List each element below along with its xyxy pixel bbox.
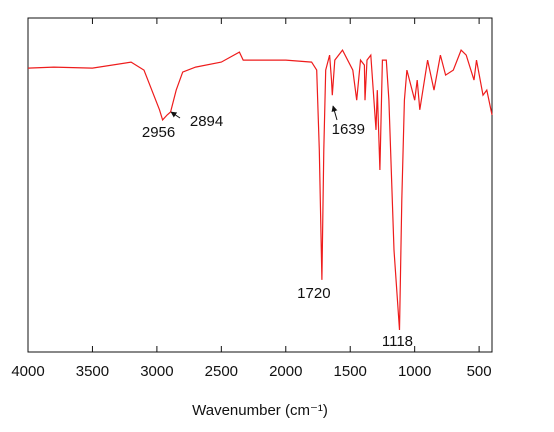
x-tick-label: 1000 — [398, 363, 431, 380]
peak-arrow — [170, 111, 181, 119]
x-tick-label: 3500 — [76, 363, 109, 380]
plot-frame — [27, 17, 493, 353]
x-tick-label: 2000 — [269, 363, 302, 380]
x-tick-label: 1500 — [334, 363, 367, 380]
x-tick-label: 4000 — [11, 363, 44, 380]
peak-label: 2956 — [142, 124, 175, 141]
peak-label: 1639 — [332, 121, 365, 138]
x-axis-label: Wavenumber (cm⁻¹) — [192, 402, 328, 419]
peak-label: 1118 — [382, 333, 413, 350]
peak-label: 2894 — [190, 113, 223, 130]
x-tick-label: 3000 — [140, 363, 173, 380]
peak-arrow — [331, 105, 338, 121]
x-tick-label: 2500 — [205, 363, 238, 380]
x-tick-label: 500 — [467, 363, 492, 380]
spectrum-line — [27, 48, 493, 331]
peak-label: 1720 — [297, 285, 330, 302]
